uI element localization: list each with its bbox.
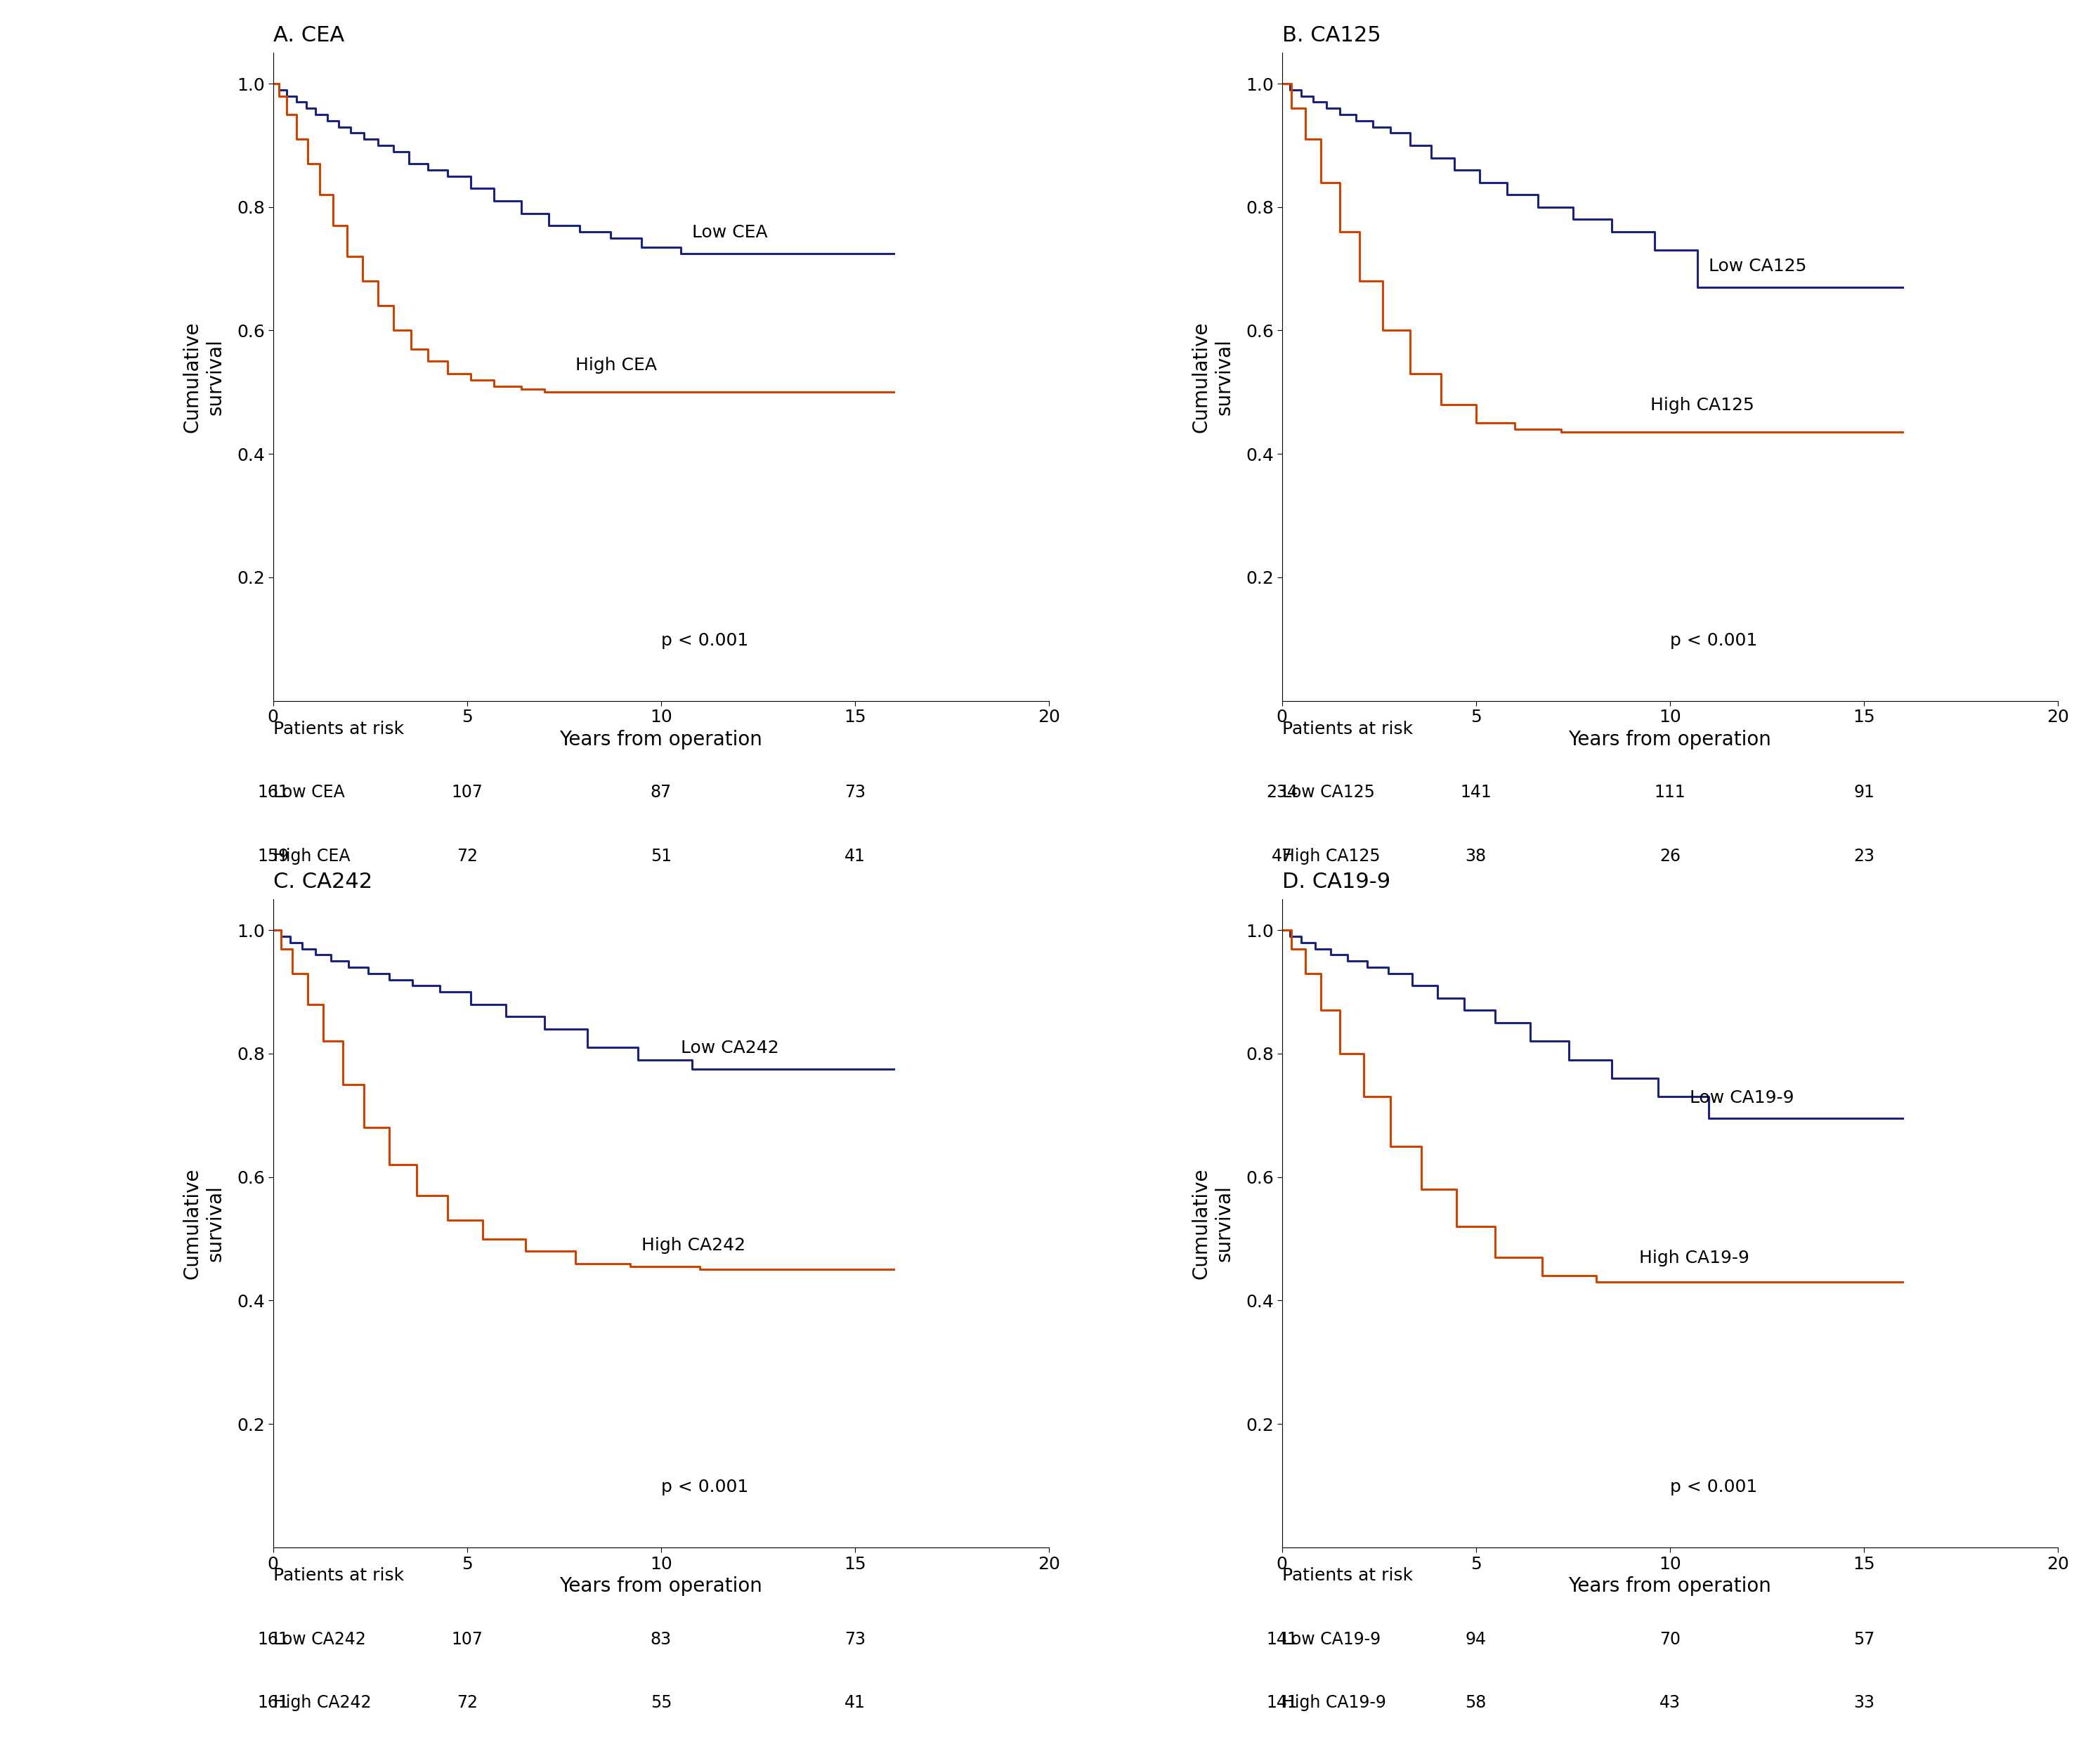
Text: p < 0.001: p < 0.001: [1670, 1479, 1758, 1495]
Text: 51: 51: [651, 847, 672, 865]
Text: 107: 107: [452, 784, 483, 801]
Text: High CEA: High CEA: [273, 847, 351, 865]
X-axis label: Years from operation: Years from operation: [1569, 1576, 1772, 1595]
Y-axis label: Cumulative
survival: Cumulative survival: [183, 321, 225, 433]
Text: Patients at risk: Patients at risk: [273, 1567, 403, 1585]
Text: 234: 234: [1266, 784, 1298, 801]
Text: Patients at risk: Patients at risk: [273, 720, 403, 738]
Text: 41: 41: [844, 847, 865, 865]
Text: Patients at risk: Patients at risk: [1281, 720, 1413, 738]
Text: p < 0.001: p < 0.001: [1670, 632, 1758, 648]
Text: High CA242: High CA242: [273, 1694, 372, 1712]
Text: 47: 47: [1270, 847, 1292, 865]
Text: 141: 141: [1266, 1631, 1298, 1648]
Text: 83: 83: [651, 1631, 672, 1648]
Y-axis label: Cumulative
survival: Cumulative survival: [1191, 321, 1235, 433]
Text: 58: 58: [1466, 1694, 1487, 1712]
Text: 107: 107: [452, 1631, 483, 1648]
Text: 161: 161: [258, 784, 288, 801]
Text: p < 0.001: p < 0.001: [662, 1479, 748, 1495]
Text: High CA242: High CA242: [643, 1238, 746, 1254]
Text: 94: 94: [1466, 1631, 1487, 1648]
Text: 161: 161: [258, 1631, 288, 1648]
Text: High CEA: High CEA: [575, 357, 657, 373]
Text: 55: 55: [651, 1694, 672, 1712]
X-axis label: Years from operation: Years from operation: [1569, 729, 1772, 750]
Text: Low CA19-9: Low CA19-9: [1281, 1631, 1380, 1648]
Text: 87: 87: [651, 784, 672, 801]
Text: C. CA242: C. CA242: [273, 872, 372, 891]
Text: High CA125: High CA125: [1281, 847, 1380, 865]
Text: 23: 23: [1854, 847, 1875, 865]
Text: 72: 72: [456, 847, 477, 865]
Text: D. CA19-9: D. CA19-9: [1281, 872, 1390, 891]
X-axis label: Years from operation: Years from operation: [559, 729, 762, 750]
Text: Patients at risk: Patients at risk: [1281, 1567, 1413, 1585]
Text: 38: 38: [1466, 847, 1487, 865]
X-axis label: Years from operation: Years from operation: [559, 1576, 762, 1595]
Text: High CA19-9: High CA19-9: [1281, 1694, 1386, 1712]
Text: 91: 91: [1854, 784, 1875, 801]
Text: Low CA242: Low CA242: [273, 1631, 365, 1648]
Text: 73: 73: [844, 1631, 865, 1648]
Text: 141: 141: [1460, 784, 1491, 801]
Text: 159: 159: [256, 847, 290, 865]
Text: Low CA242: Low CA242: [680, 1039, 779, 1057]
Text: Low CA125: Low CA125: [1709, 259, 1806, 275]
Text: A. CEA: A. CEA: [273, 25, 344, 46]
Text: 26: 26: [1659, 847, 1680, 865]
Text: High CA19-9: High CA19-9: [1638, 1250, 1749, 1266]
Text: Low CEA: Low CEA: [273, 784, 344, 801]
Text: 141: 141: [1266, 1694, 1298, 1712]
Text: Low CA125: Low CA125: [1281, 784, 1376, 801]
Text: 111: 111: [1655, 784, 1686, 801]
Y-axis label: Cumulative
survival: Cumulative survival: [1191, 1168, 1235, 1278]
Text: 33: 33: [1854, 1694, 1875, 1712]
Text: 161: 161: [258, 1694, 288, 1712]
Text: High CA125: High CA125: [1651, 396, 1754, 414]
Y-axis label: Cumulative
survival: Cumulative survival: [183, 1168, 225, 1278]
Text: 57: 57: [1854, 1631, 1875, 1648]
Text: B. CA125: B. CA125: [1281, 25, 1380, 46]
Text: 70: 70: [1659, 1631, 1680, 1648]
Text: Low CA19-9: Low CA19-9: [1688, 1090, 1793, 1106]
Text: 43: 43: [1659, 1694, 1680, 1712]
Text: Low CEA: Low CEA: [693, 224, 769, 241]
Text: 41: 41: [844, 1694, 865, 1712]
Text: p < 0.001: p < 0.001: [662, 632, 748, 648]
Text: 73: 73: [844, 784, 865, 801]
Text: 72: 72: [456, 1694, 477, 1712]
